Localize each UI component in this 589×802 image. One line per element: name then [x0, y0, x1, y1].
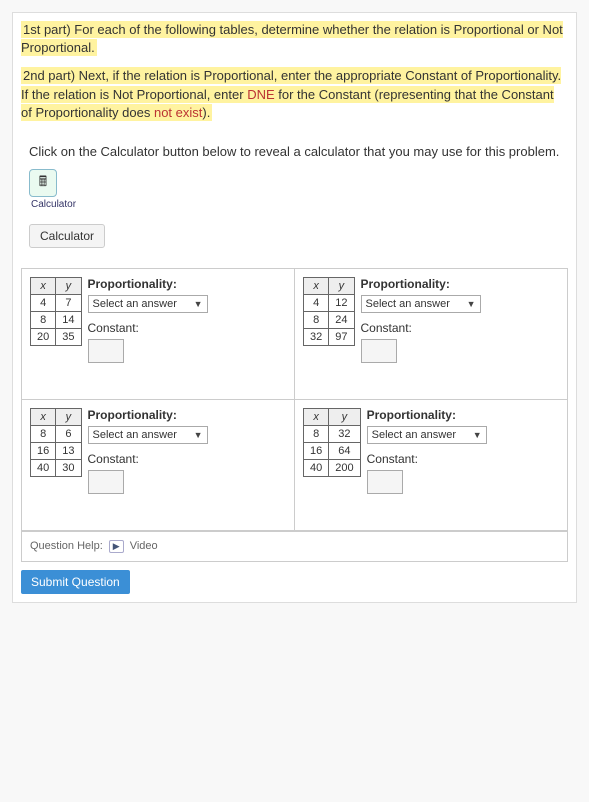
t4-r1c1: 64 — [329, 442, 360, 459]
t2-xhdr: x — [304, 277, 329, 294]
const-input-2[interactable] — [361, 339, 397, 363]
part1-text: 1st part) For each of the following tabl… — [21, 21, 563, 56]
problem-cell-3: xy 86 1613 4030 Proportionality: Select … — [22, 400, 295, 530]
prop-label-4: Proportionality: — [367, 408, 559, 422]
chevron-down-icon: ▼ — [467, 299, 476, 309]
const-input-1[interactable] — [88, 339, 124, 363]
prop-select-2[interactable]: Select an answer ▼ — [361, 295, 481, 313]
t4-r2c1: 200 — [329, 459, 360, 476]
data-table-4: xy 832 1664 40200 — [303, 408, 361, 477]
video-icon[interactable]: ▶ — [109, 540, 124, 553]
t3-r2c0: 40 — [31, 459, 56, 476]
t3-r1c0: 16 — [31, 442, 56, 459]
t4-r1c0: 16 — [304, 442, 329, 459]
calculator-button[interactable]: Calculator — [29, 224, 105, 248]
t1-yhdr: y — [56, 277, 81, 294]
prop-select-3-text: Select an answer — [93, 429, 177, 441]
part2-dne: DNE — [247, 87, 274, 102]
t1-r0c1: 7 — [56, 294, 81, 311]
t3-xhdr: x — [31, 408, 56, 425]
t2-r1c1: 24 — [329, 311, 354, 328]
submit-button[interactable]: Submit Question — [21, 570, 130, 594]
part2-not: not exist — [154, 105, 202, 120]
t2-r0c1: 12 — [329, 294, 354, 311]
prop-select-4[interactable]: Select an answer ▼ — [367, 426, 487, 444]
prop-select-4-text: Select an answer — [372, 429, 456, 441]
t4-r0c1: 32 — [329, 425, 360, 442]
t3-r2c1: 30 — [56, 459, 81, 476]
const-label-2: Constant: — [361, 321, 560, 335]
t4-xhdr: x — [304, 408, 329, 425]
t3-r1c1: 13 — [56, 442, 81, 459]
const-label-1: Constant: — [88, 321, 287, 335]
const-label-4: Constant: — [367, 452, 559, 466]
question-footer: Question Help: ▶ Video — [22, 531, 567, 561]
t1-r1c1: 14 — [56, 311, 81, 328]
const-label-3: Constant: — [88, 452, 287, 466]
t1-xhdr: x — [31, 277, 56, 294]
t1-r0c0: 4 — [31, 294, 56, 311]
chevron-down-icon: ▼ — [194, 299, 203, 309]
prop-label-2: Proportionality: — [361, 277, 560, 291]
t4-r2c0: 40 — [304, 459, 329, 476]
t4-yhdr: y — [329, 408, 360, 425]
t3-r0c0: 8 — [31, 425, 56, 442]
data-table-1: xy 47 814 2035 — [30, 277, 82, 346]
const-input-4[interactable] — [367, 470, 403, 494]
t2-r1c0: 8 — [304, 311, 329, 328]
data-table-2: xy 412 824 3297 — [303, 277, 355, 346]
video-link[interactable]: Video — [130, 540, 158, 552]
t1-r1c0: 8 — [31, 311, 56, 328]
prop-select-3[interactable]: Select an answer ▼ — [88, 426, 208, 444]
t3-yhdr: y — [56, 408, 81, 425]
calculator-icon-label: Calculator — [31, 199, 560, 210]
problem-cell-4: xy 832 1664 40200 Proportionality: Selec… — [295, 400, 567, 530]
problems-grid: xy 47 814 2035 Proportionality: Select a… — [21, 268, 568, 562]
t4-r0c0: 8 — [304, 425, 329, 442]
chevron-down-icon: ▼ — [194, 430, 203, 440]
const-input-3[interactable] — [88, 470, 124, 494]
problem-cell-2: xy 412 824 3297 Proportionality: Select … — [295, 269, 567, 399]
calc-prompt: Click on the Calculator button below to … — [29, 144, 560, 159]
t3-r0c1: 6 — [56, 425, 81, 442]
prop-label-1: Proportionality: — [88, 277, 287, 291]
question-help-label: Question Help: — [30, 540, 103, 552]
prop-label-3: Proportionality: — [88, 408, 287, 422]
calculator-icon[interactable]: 🖩 — [29, 169, 57, 197]
prop-select-1-text: Select an answer — [93, 298, 177, 310]
t2-r0c0: 4 — [304, 294, 329, 311]
part2-text: 2nd part) Next, if the relation is Propo… — [21, 67, 561, 120]
problem-cell-1: xy 47 814 2035 Proportionality: Select a… — [22, 269, 295, 399]
t2-r2c0: 32 — [304, 328, 329, 345]
data-table-3: xy 86 1613 4030 — [30, 408, 82, 477]
part2-c: ). — [202, 105, 210, 120]
t2-r2c1: 97 — [329, 328, 354, 345]
t1-r2c0: 20 — [31, 328, 56, 345]
prop-select-1[interactable]: Select an answer ▼ — [88, 295, 208, 313]
t2-yhdr: y — [329, 277, 354, 294]
t1-r2c1: 35 — [56, 328, 81, 345]
chevron-down-icon: ▼ — [473, 430, 482, 440]
prop-select-2-text: Select an answer — [366, 298, 450, 310]
